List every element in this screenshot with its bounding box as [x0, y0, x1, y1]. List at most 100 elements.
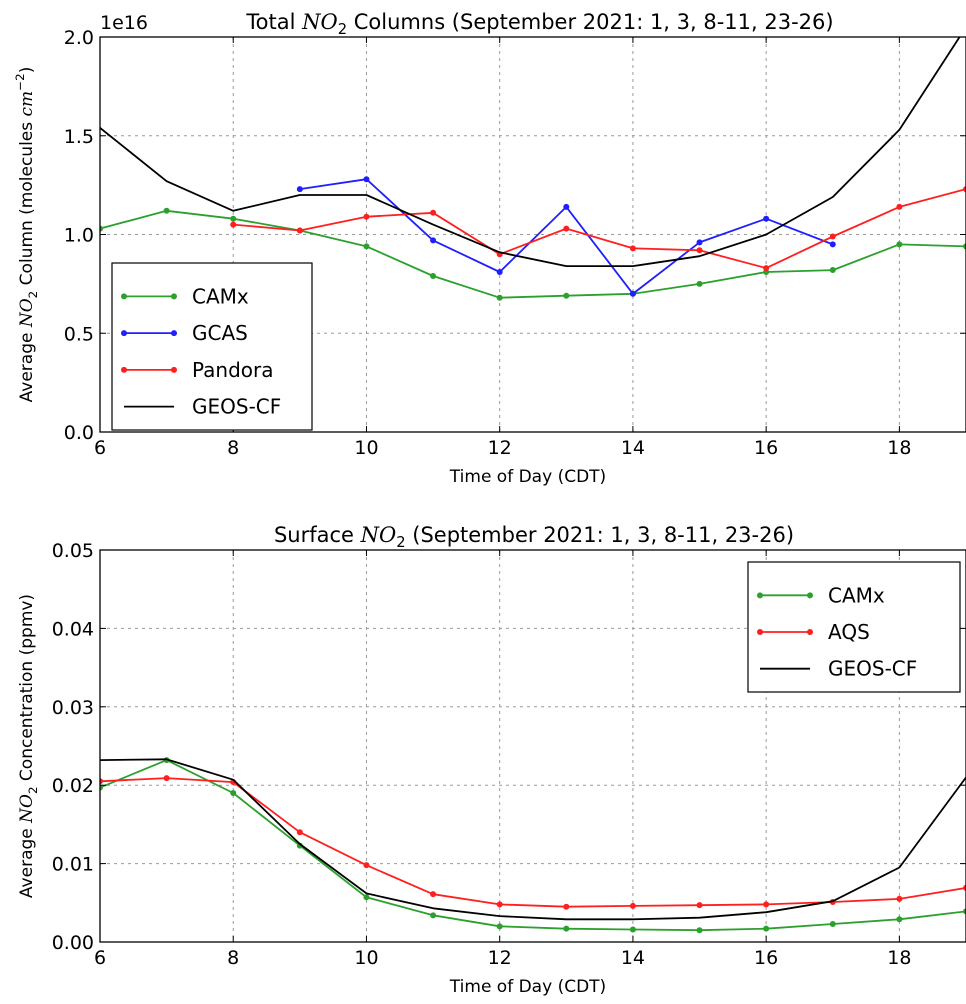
data-point-pandora — [296, 227, 303, 234]
data-point-camx — [496, 294, 503, 301]
data-point-camx — [563, 292, 570, 299]
y-tick-label: 0.0 — [64, 422, 94, 444]
chart-title: Surface NO2 (September 2021: 1, 3, 8-11,… — [274, 523, 794, 551]
data-point-aqs — [629, 902, 636, 909]
x-tick-label: 14 — [621, 437, 645, 459]
data-point-pandora — [829, 233, 836, 240]
y-tick-label: 0.02 — [52, 775, 94, 797]
y-tick-label: 0.01 — [52, 854, 94, 876]
legend-marker — [757, 592, 763, 599]
data-point-camx — [963, 243, 966, 250]
data-point-gcas — [296, 186, 303, 193]
data-point-gcas — [629, 290, 636, 297]
legend-label-geos-cf: GEOS-CF — [192, 395, 281, 419]
data-point-pandora — [363, 213, 370, 220]
data-point-gcas — [563, 203, 570, 210]
legend-marker — [757, 629, 763, 635]
series-line-pandora — [233, 188, 966, 270]
x-tick-label: 6 — [94, 437, 106, 459]
data-point-camx — [629, 926, 636, 933]
series-line-geos-cf — [100, 37, 961, 268]
data-point-aqs — [163, 775, 170, 782]
chart-title: Total NO2 Columns (September 2021: 1, 3,… — [245, 10, 833, 38]
data-point-camx — [100, 225, 103, 232]
x-tick-label: 18 — [887, 437, 911, 459]
x-tick-label: 10 — [354, 437, 378, 459]
legend-box — [111, 262, 313, 431]
data-point-aqs — [896, 895, 903, 902]
legend-box — [747, 561, 961, 693]
data-point-aqs — [430, 891, 437, 898]
y-tick-label: 0.5 — [64, 323, 94, 345]
data-point-camx — [963, 908, 966, 915]
data-point-camx — [100, 784, 103, 791]
data-point-aqs — [963, 884, 966, 891]
data-point-gcas — [829, 241, 836, 248]
data-point-aqs — [563, 903, 570, 910]
legend-marker — [121, 330, 127, 337]
legend-marker — [171, 330, 177, 337]
legend-label-gcas: GCAS — [192, 321, 248, 345]
chart-panel-2: 6 8 10 12 14 16 18 0.00 0.01 0.02 0.03 0.04 0.05 Surf… — [17, 523, 966, 997]
data-point-camx — [829, 267, 836, 274]
legend-marker — [121, 366, 127, 373]
y-tick-label: 2.0 — [64, 27, 94, 49]
data-point-gcas — [763, 215, 770, 222]
legend-marker — [807, 592, 813, 599]
x-axis-label: Time of Day (CDT) — [449, 977, 606, 997]
x-axis-label: Time of Day (CDT) — [449, 467, 606, 487]
x-tick-label: 8 — [227, 437, 239, 459]
data-point-camx — [363, 894, 370, 901]
series-line-geos-cf — [100, 758, 966, 921]
data-point-pandora — [963, 186, 966, 193]
data-point-camx — [163, 207, 170, 214]
y-tick-label: 0.00 — [52, 932, 94, 954]
data-point-aqs — [296, 829, 303, 836]
y-axis-label: Average NO2 Concentration (ppmv) — [17, 594, 40, 898]
data-point-camx — [230, 215, 237, 222]
x-tick-label: 10 — [354, 947, 378, 969]
data-point-aqs — [496, 901, 503, 908]
legend: CAMx GCAS Pandora GEOS-CF — [111, 262, 313, 431]
y-axis-label: Average NO2 Column (molecules cm−2) — [13, 67, 40, 403]
plot-frame — [99, 549, 966, 943]
series-line-camx — [100, 209, 966, 299]
series-group — [100, 757, 966, 934]
data-point-camx — [696, 927, 703, 934]
data-point-gcas — [696, 239, 703, 246]
data-point-pandora — [563, 225, 570, 232]
data-point-camx — [363, 243, 370, 250]
x-tick-label: 6 — [94, 947, 106, 969]
legend-marker — [807, 629, 813, 635]
x-tick-label: 16 — [754, 947, 778, 969]
data-point-camx — [696, 280, 703, 287]
y-tick-label: 1.5 — [64, 126, 94, 148]
y-tick-label: 0.03 — [52, 697, 94, 719]
data-point-camx — [430, 912, 437, 919]
data-point-aqs — [363, 862, 370, 869]
legend-label-camx: CAMx — [192, 284, 249, 308]
legend: CAMx AQS GEOS-CF — [747, 561, 961, 693]
data-point-camx — [896, 916, 903, 923]
x-tick-label: 8 — [227, 947, 239, 969]
y-tick-label: 0.05 — [52, 540, 94, 562]
y-tick-label: 1.0 — [64, 225, 94, 247]
legend-marker — [171, 366, 177, 373]
chart-panel-1: 6 8 10 12 14 16 18 0.0 0.5 1.0 1.5 2.0 1e16 Total NO2… — [13, 10, 966, 487]
data-point-camx — [430, 272, 437, 279]
y-tick-label: 0.04 — [52, 618, 94, 640]
x-tick-label: 14 — [621, 947, 645, 969]
x-tick-label: 12 — [488, 947, 512, 969]
data-point-aqs — [763, 901, 770, 908]
data-point-pandora — [696, 247, 703, 254]
data-point-camx — [896, 241, 903, 248]
data-point-camx — [230, 790, 237, 797]
data-point-aqs — [100, 778, 103, 785]
x-tick-label: 12 — [488, 437, 512, 459]
data-point-camx — [829, 920, 836, 927]
data-point-pandora — [896, 203, 903, 210]
legend-label-geos-cf: GEOS-CF — [828, 657, 917, 681]
data-point-pandora — [763, 265, 770, 272]
data-point-pandora — [629, 245, 636, 252]
